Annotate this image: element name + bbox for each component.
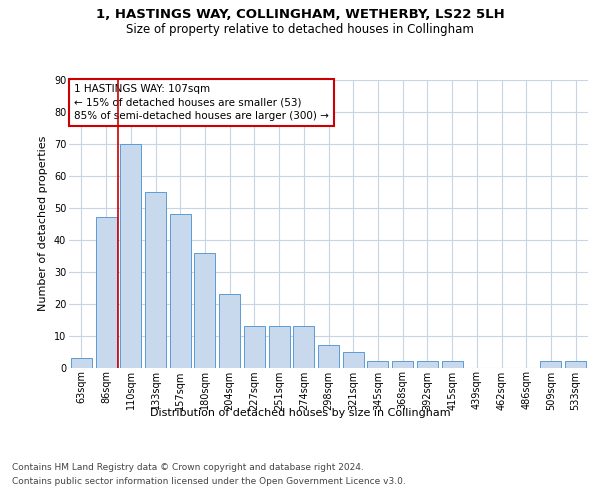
Bar	[120, 144, 141, 368]
Bar	[367, 361, 388, 368]
Bar	[442, 361, 463, 368]
Text: Size of property relative to detached houses in Collingham: Size of property relative to detached ho…	[126, 22, 474, 36]
Bar	[565, 361, 586, 368]
Bar	[170, 214, 191, 368]
Bar	[219, 294, 240, 368]
Bar	[293, 326, 314, 368]
Bar	[417, 361, 438, 368]
Text: Contains HM Land Registry data © Crown copyright and database right 2024.: Contains HM Land Registry data © Crown c…	[12, 462, 364, 471]
Bar	[71, 358, 92, 368]
Text: Contains public sector information licensed under the Open Government Licence v3: Contains public sector information licen…	[12, 478, 406, 486]
Text: 1 HASTINGS WAY: 107sqm
← 15% of detached houses are smaller (53)
85% of semi-det: 1 HASTINGS WAY: 107sqm ← 15% of detached…	[74, 84, 329, 120]
Bar	[145, 192, 166, 368]
Text: Distribution of detached houses by size in Collingham: Distribution of detached houses by size …	[149, 408, 451, 418]
Y-axis label: Number of detached properties: Number of detached properties	[38, 136, 48, 312]
Bar	[95, 218, 116, 368]
Bar	[318, 345, 339, 368]
Bar	[541, 361, 562, 368]
Bar	[194, 252, 215, 368]
Bar	[392, 361, 413, 368]
Bar	[244, 326, 265, 368]
Bar	[269, 326, 290, 368]
Bar	[343, 352, 364, 368]
Text: 1, HASTINGS WAY, COLLINGHAM, WETHERBY, LS22 5LH: 1, HASTINGS WAY, COLLINGHAM, WETHERBY, L…	[95, 8, 505, 20]
